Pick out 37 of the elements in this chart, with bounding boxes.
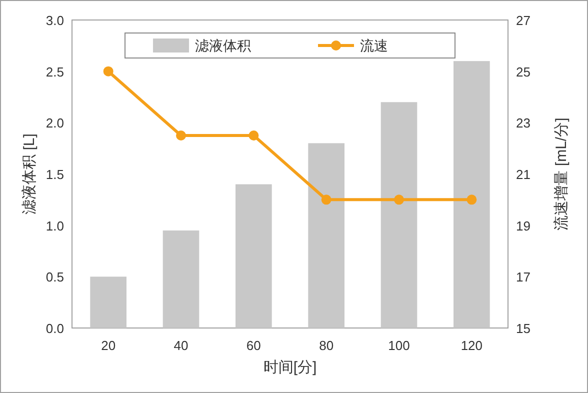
y-tick-label: 2.5 [46,64,64,80]
bar [162,230,200,328]
point [466,194,477,205]
y-tick-label: 0.0 [46,321,64,336]
x-tick-label: 20 [101,338,116,353]
y-tick-label: 2.0 [46,116,64,131]
point [248,130,259,140]
y2-tick-label: 23 [516,116,530,131]
legend-label: 滤液体积 [195,38,251,54]
point [321,194,332,205]
point [176,130,186,140]
x-axis-title: 时间[分] [263,359,317,376]
point [394,194,404,205]
point [103,66,114,76]
y-tick-label: 3.0 [46,13,64,28]
bar [236,184,272,328]
bar [308,143,344,328]
y2-tick-label: 17 [516,270,530,285]
y2-tick-label: 19 [516,218,530,234]
y2-tick-label: 25 [516,64,530,80]
x-tick-label: 80 [319,338,334,353]
y-tick-label: 1.5 [46,167,64,182]
legend-label: 流速 [360,38,388,54]
y2-tick-label: 21 [516,167,530,182]
bar [454,61,490,328]
y-tick-label: 1.0 [46,218,64,234]
y2-tick-label: 27 [516,13,530,28]
x-tick-label: 60 [246,338,261,353]
x-tick-label: 40 [174,338,188,353]
y-axis-title: 滤液体积 [L] [21,134,38,214]
y2-axis-title: 流速增量 [mL/分] [553,118,570,230]
bar [380,102,418,328]
y-tick-label: 0.5 [46,270,64,285]
x-tick-label: 100 [388,338,410,353]
x-tick-label: 120 [460,338,483,353]
bar [90,276,126,328]
y2-tick-label: 15 [516,321,530,336]
